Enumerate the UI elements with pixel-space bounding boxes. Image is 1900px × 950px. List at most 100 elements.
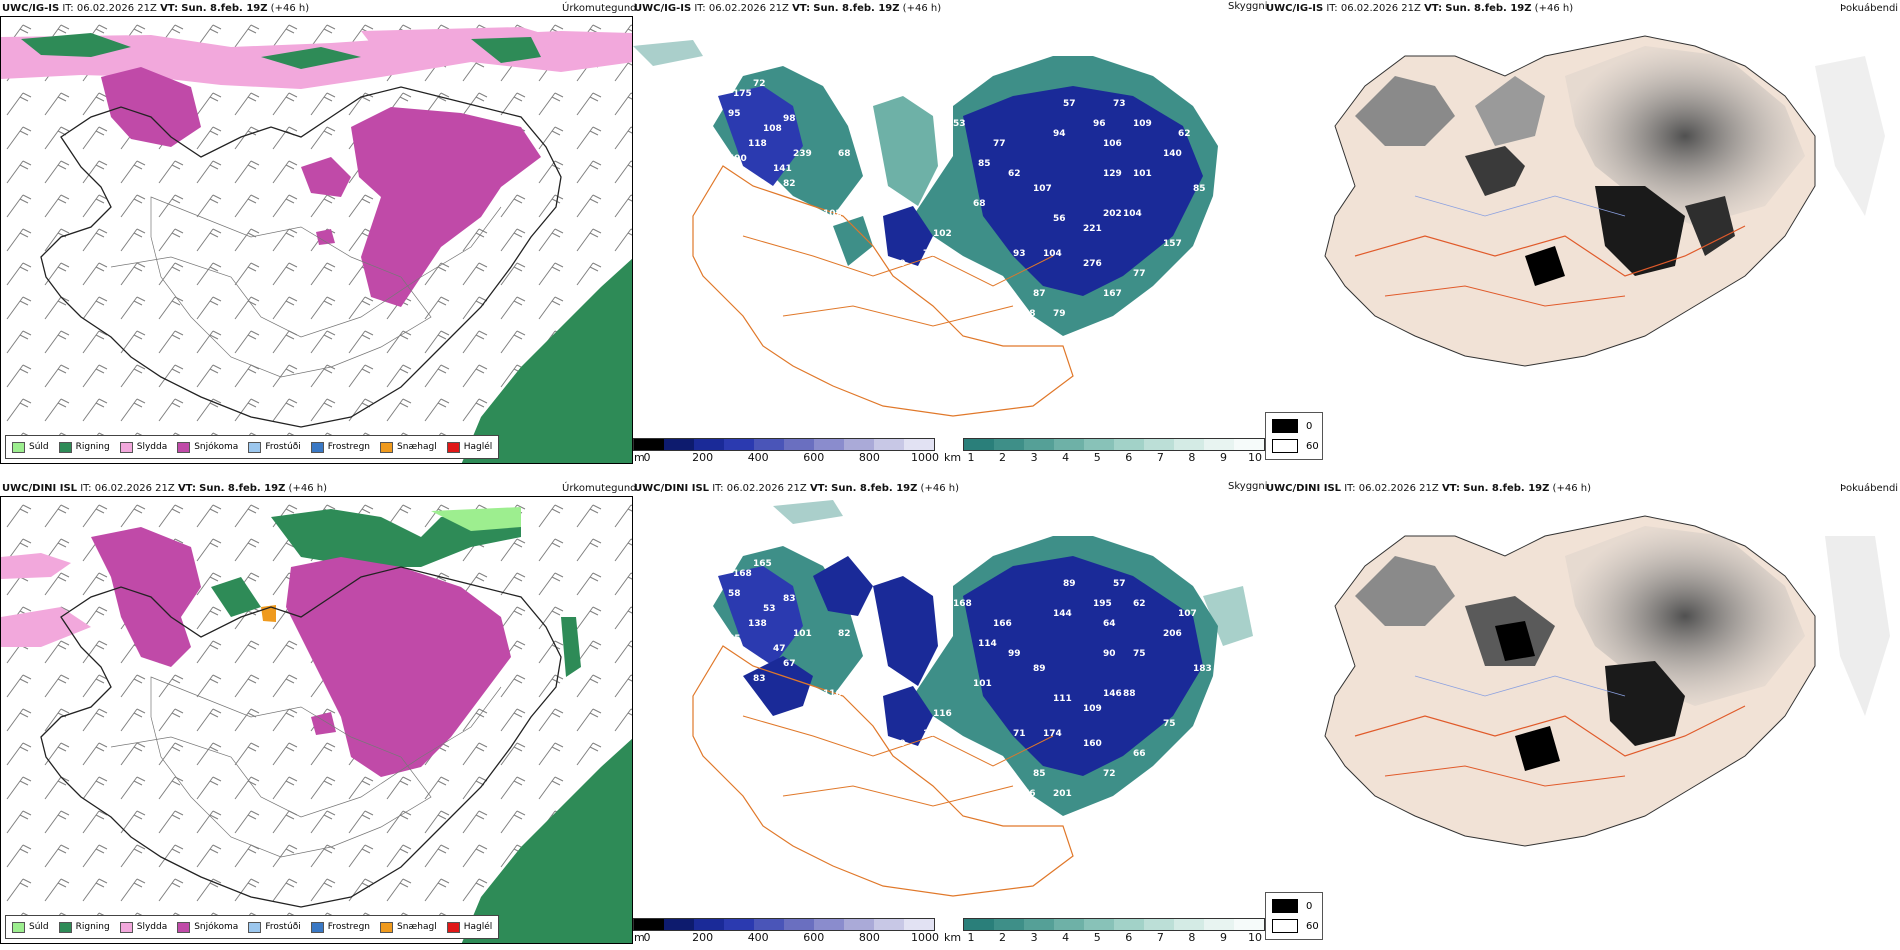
colorbar-tick-label: 4 (1062, 931, 1070, 944)
cloud-base-value: 70 (893, 259, 906, 269)
precip-map-svg (1, 17, 632, 463)
cloud-base-value: 84 (863, 174, 876, 184)
cloud-base-value: 175 (733, 89, 752, 99)
colorbar-tick-label: 600 (803, 451, 825, 464)
cloud-base-value: 67 (783, 659, 796, 669)
legend-swatch (12, 921, 25, 933)
colorbar-segment (1024, 919, 1054, 930)
cloud-base-value: 98 (783, 114, 796, 124)
legend-swatch (58, 441, 72, 453)
legend-item: Súld (12, 441, 49, 453)
cloud-base-value: 58 (728, 589, 741, 599)
visibility-colorbar (963, 438, 1265, 451)
colorbar-segment (1024, 439, 1054, 450)
cloud-base-value: 129 (1103, 169, 1122, 179)
cloud-base-value: 590 (728, 154, 747, 164)
colorbar-segment (874, 439, 904, 450)
colorbar-tick-label: 4 (1062, 451, 1070, 464)
cloud-base-value: 157 (1163, 239, 1182, 249)
colorbar-segment (844, 919, 874, 930)
visibility-unit: km (944, 451, 962, 464)
visibility-map: 168 165 58 83 138 53 85 47 101 67 83 82 126 116 168 114… (633, 496, 1265, 906)
cloud-base-value: 75 (1133, 649, 1146, 659)
cloud-base-value: 116 (933, 709, 952, 719)
cloud-base-value: 57 (1063, 99, 1076, 109)
cloud-base-value: 68 (973, 199, 986, 209)
colorbar-segment (754, 919, 784, 930)
cloud-base-value: 108 (763, 124, 782, 134)
legend-item: Rigning (58, 921, 110, 933)
cloud-base-value: 195 (1093, 599, 1112, 609)
colorbar-tick-label: 7 (1156, 931, 1164, 944)
colorbar-tick-label: 3 (1030, 931, 1038, 944)
colorbar-segment (1234, 439, 1264, 450)
colorbar-segment (1144, 439, 1174, 450)
cloud-base-value: 141 (773, 164, 792, 174)
colorbar-tick-label: 1 (967, 931, 975, 944)
legend-swatch (380, 921, 394, 933)
fog-map-svg (1324, 35, 1885, 367)
cloud-base-value: 77 (1133, 269, 1146, 279)
cloud-base-value: 144 (1053, 609, 1072, 619)
cloud-base-value: 174 (1043, 729, 1062, 739)
cloud-base-value: 56 (1053, 214, 1066, 224)
cloud-base-value: 97 (753, 194, 766, 204)
colorbar-tick-label: 800 (858, 451, 880, 464)
cloud-base-value: 111 (1053, 694, 1072, 704)
colorbar-segment (784, 919, 814, 930)
precip-type-title: Úrkomutegund (562, 3, 637, 14)
colorbar-segment (844, 439, 874, 450)
precip-type-title: Úrkomutegund (562, 483, 637, 494)
precip-type-legend: Súld Rigning Slydda Snjókoma Frostúði Fr… (5, 915, 500, 939)
visibility-ticks: 1 2 3 4 5 6 7 8 9 10 (963, 451, 1263, 465)
legend-swatch (177, 921, 191, 933)
legend-item: Frostregn (310, 441, 370, 453)
fog-index-title: Þokuábendi (1840, 483, 1899, 494)
legend-swatch (119, 921, 133, 933)
colorbar-tick-label: 10 (1248, 451, 1262, 464)
height-colorbar (633, 918, 935, 931)
cloud-base-value: 82 (783, 179, 796, 189)
fog-legend-item: 60 (1272, 439, 1319, 453)
cloud-base-value: 72 (1103, 769, 1116, 779)
visibility-unit: km (944, 931, 962, 944)
cloud-base-value: 90 (1103, 649, 1116, 659)
cloud-base-value: 106 (1103, 139, 1122, 149)
cloud-base-value: 87 (1033, 289, 1046, 299)
cloud-base-value: 183 (1193, 664, 1212, 674)
colorbar-tick-label: 5 (1093, 931, 1101, 944)
colorbar-segment (814, 439, 844, 450)
legend-swatch (12, 441, 25, 453)
legend-item: Haglél (446, 921, 492, 933)
precip-type-map: Súld Rigning Slydda Snjókoma Frostúði Fr… (0, 16, 633, 464)
cloud-base-value: 104 (1123, 209, 1142, 219)
cloud-base-value: 126 (863, 654, 882, 664)
colorbar-segment (1054, 919, 1084, 930)
cloud-base-value: 167 (1103, 289, 1122, 299)
cloud-base-value: 64 (1103, 619, 1116, 629)
cloud-base-value: 101 (793, 629, 812, 639)
cloud-base-value: 109 (1133, 119, 1152, 129)
fog-legend-item: 0 (1272, 419, 1312, 433)
legend-item: Snæhagl (380, 441, 437, 453)
cloud-base-value: 160 (1083, 739, 1102, 749)
cloud-base-value: 71 (1013, 729, 1026, 739)
cloud-base-value: 85 (1193, 184, 1206, 194)
fog-index-map (1265, 496, 1900, 906)
cloud-base-value: 85 (978, 159, 991, 169)
cloud-base-value: 102 (933, 229, 952, 239)
legend-item: Snjókoma (177, 441, 238, 453)
cloud-base-value: 109 (1083, 704, 1102, 714)
cloud-base-value: 114 (978, 639, 997, 649)
cloud-base-value: 107 (1178, 609, 1197, 619)
cloud-base-value: 276 (1083, 259, 1102, 269)
cloud-base-value: 53 (953, 119, 966, 129)
colorbar-segment (724, 439, 754, 450)
cloud-base-value: 62 (1008, 169, 1021, 179)
colorbar-tick-label: 0 (643, 451, 651, 464)
colorbar-tick-label: 6 (1125, 451, 1133, 464)
fog-legend-item: 60 (1272, 919, 1319, 933)
colorbar-tick-label: 200 (692, 931, 714, 944)
model-row-ig-is: UWC/IG-IS IT: 06.02.2026 21Z VT: Sun. 8.… (0, 0, 1900, 470)
